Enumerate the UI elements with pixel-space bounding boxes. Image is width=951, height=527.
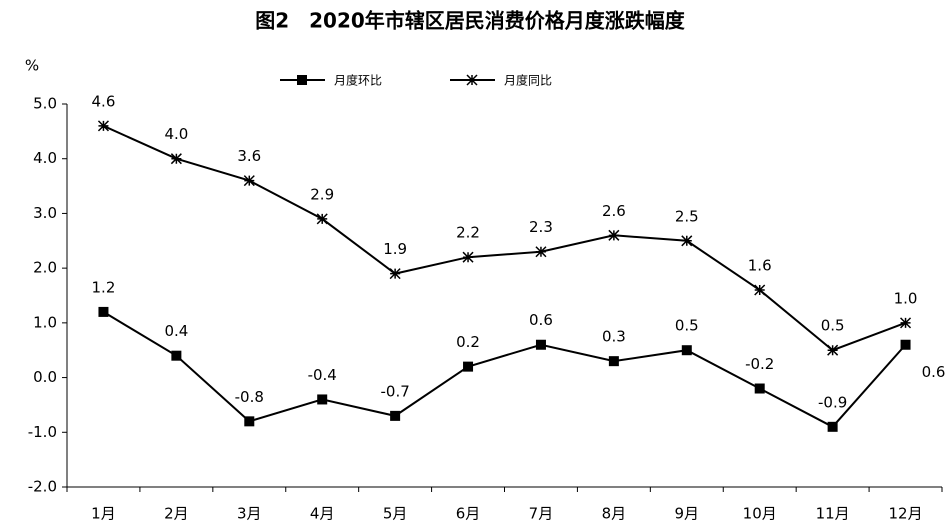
x-tick-label: 10月 — [743, 505, 777, 523]
y-tick-label: 3.0 — [33, 204, 57, 222]
data-point — [97, 120, 109, 132]
data-label: -0.9 — [818, 393, 847, 411]
data-label: 1.9 — [383, 240, 407, 258]
data-point — [170, 153, 182, 165]
data-point — [317, 394, 328, 405]
data-point — [535, 246, 547, 258]
data-label: 2.5 — [675, 207, 699, 225]
data-label: 1.2 — [92, 278, 116, 296]
data-point — [608, 356, 619, 367]
y-tick-label: 0.0 — [33, 368, 57, 386]
data-point — [171, 350, 182, 361]
data-label: -0.8 — [235, 388, 264, 406]
series-line — [102, 311, 907, 429]
y-tick-label: 1.0 — [33, 313, 57, 331]
legend-label: 月度同比 — [504, 73, 552, 88]
data-point — [754, 284, 766, 296]
data-label: 0.5 — [821, 317, 845, 335]
data-label: 1.0 — [894, 289, 918, 307]
legend-label: 月度环比 — [334, 73, 382, 88]
data-label: 0.6 — [529, 311, 553, 329]
y-tick-label: -2.0 — [28, 478, 57, 496]
data-label: 4.6 — [92, 92, 116, 110]
data-point — [463, 361, 474, 372]
chart-title: 图2 2020年市辖区居民消费价格月度涨跌幅度 — [255, 9, 686, 33]
data-point — [389, 268, 401, 280]
data-point — [316, 213, 328, 225]
data-point — [900, 339, 911, 350]
data-point — [608, 229, 620, 241]
data-point — [243, 175, 255, 187]
y-tick-label: -1.0 — [28, 423, 57, 441]
x-tick-label: 9月 — [675, 505, 700, 523]
x-tick-label: 6月 — [456, 505, 481, 523]
x-tick-label: 8月 — [602, 505, 627, 523]
data-label: 0.5 — [675, 317, 699, 335]
data-label: 2.2 — [456, 224, 480, 242]
data-label: 2.3 — [529, 218, 553, 236]
data-label: 0.6 — [922, 363, 946, 381]
y-tick-label: 2.0 — [33, 259, 57, 277]
data-label: 4.0 — [164, 125, 188, 143]
data-point — [681, 345, 692, 356]
data-point — [535, 339, 546, 350]
data-point — [390, 410, 401, 421]
data-point — [754, 383, 765, 394]
data-point — [462, 251, 474, 263]
data-point — [244, 416, 255, 427]
x-tick-label: 12月 — [888, 505, 922, 523]
data-label: 2.9 — [310, 185, 334, 203]
y-axis-label: % — [25, 57, 39, 75]
x-tick-label: 4月 — [310, 505, 335, 523]
data-label: -0.7 — [380, 382, 409, 400]
data-label: -0.4 — [308, 366, 337, 384]
y-tick-label: 4.0 — [33, 149, 57, 167]
data-point — [98, 306, 109, 317]
data-label: 0.2 — [456, 333, 480, 351]
data-point — [827, 421, 838, 432]
data-point — [900, 317, 912, 329]
data-label: -0.2 — [745, 355, 774, 373]
data-label: 0.4 — [164, 322, 188, 340]
x-tick-label: 11月 — [816, 505, 850, 523]
data-label: 2.6 — [602, 202, 626, 220]
data-point — [681, 235, 693, 247]
data-label: 0.3 — [602, 328, 626, 346]
x-tick-label: 5月 — [383, 505, 408, 523]
x-tick-label: 1月 — [91, 505, 116, 523]
series-line — [103, 124, 906, 352]
legend-marker — [466, 74, 478, 86]
legend-marker — [297, 75, 307, 85]
x-tick-label: 2月 — [164, 505, 189, 523]
data-label: 3.6 — [237, 147, 261, 165]
y-tick-label: 5.0 — [33, 95, 57, 113]
data-point — [827, 344, 839, 356]
x-tick-label: 3月 — [237, 505, 262, 523]
data-label: 1.6 — [748, 257, 772, 275]
x-tick-label: 7月 — [529, 505, 554, 523]
